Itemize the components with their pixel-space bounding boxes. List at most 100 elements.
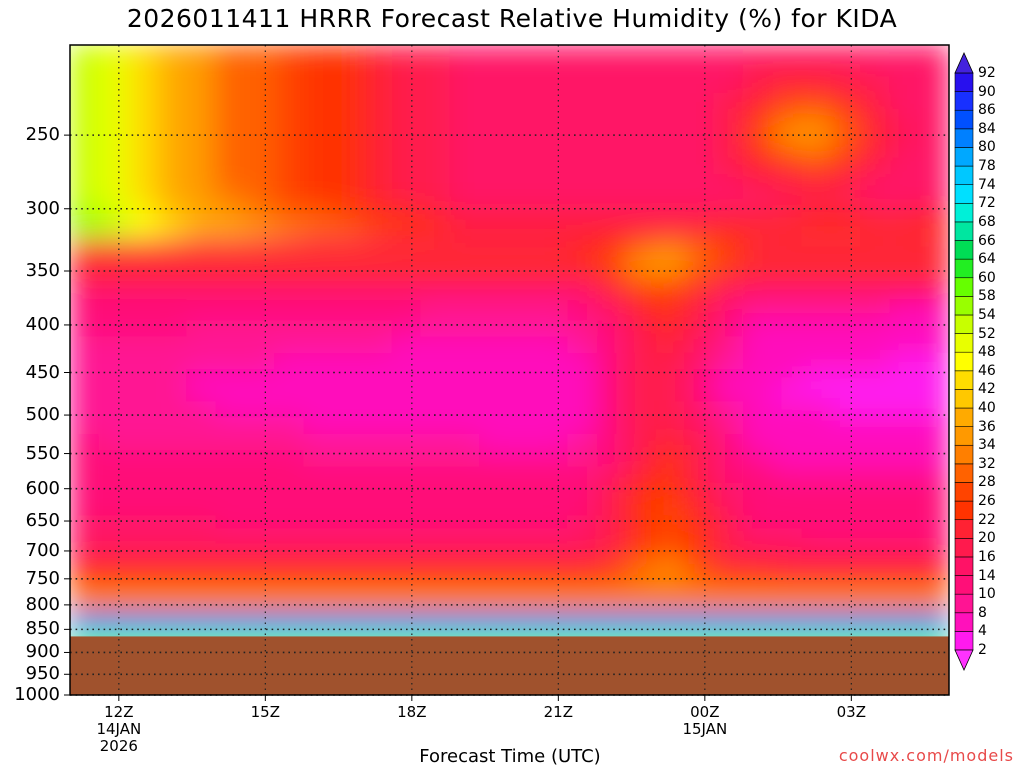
- field-cell: [918, 336, 949, 355]
- field-cell: [186, 76, 218, 95]
- colorbar-swatch: [954, 556, 974, 576]
- field-cell: [625, 336, 657, 355]
- field-cell: [186, 109, 218, 128]
- y-tick-label: 850: [25, 618, 60, 640]
- field-cell: [156, 580, 189, 599]
- field-cell: [332, 125, 364, 144]
- field-cell: [830, 304, 863, 323]
- field-cell: [274, 76, 306, 95]
- field-cell: [860, 125, 892, 144]
- field-cell: [596, 92, 628, 111]
- field-cell: [156, 287, 189, 306]
- field-cell: [215, 141, 247, 160]
- credit-link[interactable]: coolwx.com/models: [838, 746, 1014, 765]
- field-cell: [742, 450, 775, 469]
- field-cell: [332, 320, 364, 339]
- field-cell: [98, 287, 130, 306]
- field-cell: [391, 60, 423, 79]
- field-cell: [449, 304, 482, 323]
- field-cell: [244, 401, 277, 420]
- field-cell: [508, 320, 540, 339]
- field-cell: [742, 206, 775, 225]
- field-cell: [801, 336, 833, 355]
- colorbar-swatch: [954, 72, 974, 92]
- colorbar-swatch: [954, 147, 974, 167]
- field-cell: [889, 304, 921, 323]
- colorbar-label: 10: [978, 586, 996, 603]
- field-cell: [186, 596, 218, 615]
- field-cell: [596, 76, 628, 95]
- field-cell: [684, 612, 716, 631]
- field-cell: [537, 109, 570, 128]
- field-cell: [772, 60, 804, 79]
- y-tick-label: 250: [25, 124, 60, 146]
- field-cell: [156, 385, 189, 404]
- field-cell: [567, 417, 599, 436]
- field-cell: [156, 336, 189, 355]
- field-cell: [830, 434, 863, 453]
- field-cell: [830, 287, 863, 306]
- field-cell: [596, 174, 628, 193]
- field-cell: [362, 596, 394, 615]
- field-cell: [70, 222, 101, 241]
- field-cell: [274, 352, 306, 371]
- x-tick-label: 15Z: [250, 703, 281, 721]
- field-cell: [713, 612, 745, 631]
- field-cell: [684, 287, 716, 306]
- field-cell: [830, 206, 863, 225]
- field-cell: [332, 499, 364, 518]
- field-cell: [889, 109, 921, 128]
- field-cell: [244, 450, 277, 469]
- field-cell: [449, 547, 482, 566]
- y-tick-label: 650: [25, 510, 60, 532]
- field-cell: [479, 141, 511, 160]
- field-cell: [625, 352, 657, 371]
- field-cell: [127, 239, 159, 258]
- field-cell: [684, 434, 716, 453]
- field-cell: [684, 369, 716, 388]
- x-tick-label: 12Z: [104, 703, 134, 721]
- x-tick-label: 21Z: [543, 703, 574, 721]
- field-cell: [98, 352, 130, 371]
- field-cell: [918, 580, 949, 599]
- field-cell: [156, 190, 189, 209]
- field-cell: [479, 109, 511, 128]
- field-cell: [889, 580, 921, 599]
- field-cell: [215, 109, 247, 128]
- field-cell: [596, 466, 628, 485]
- field-cell: [70, 141, 101, 160]
- field-cell: [596, 352, 628, 371]
- field-cell: [215, 564, 247, 583]
- field-cell: [830, 271, 863, 290]
- field-cell: [244, 352, 277, 371]
- field-cell: [713, 287, 745, 306]
- field-cell: [772, 369, 804, 388]
- field-cell: [303, 174, 335, 193]
- field-cell: [98, 401, 130, 420]
- field-cell: [479, 612, 511, 631]
- field-cell: [772, 222, 804, 241]
- field-cell: [508, 352, 540, 371]
- field-cell: [567, 580, 599, 599]
- field-cell: [684, 206, 716, 225]
- field-cell: [420, 385, 452, 404]
- field-cell: [186, 612, 218, 631]
- field-cell: [830, 417, 863, 436]
- field-cell: [830, 450, 863, 469]
- field-cell: [830, 596, 863, 615]
- field-cell: [479, 417, 511, 436]
- field-cell: [362, 271, 394, 290]
- field-cell: [156, 547, 189, 566]
- field-cell: [801, 92, 833, 111]
- field-cell: [98, 596, 130, 615]
- field-cell: [303, 92, 335, 111]
- field-cell: [567, 564, 599, 583]
- field-cell: [801, 596, 833, 615]
- field-cell: [244, 141, 277, 160]
- field-cell: [70, 580, 101, 599]
- y-tick-label: 350: [25, 260, 60, 281]
- field-cell: [303, 401, 335, 420]
- field-cell: [303, 369, 335, 388]
- field-cell: [391, 271, 423, 290]
- field-cell: [127, 369, 159, 388]
